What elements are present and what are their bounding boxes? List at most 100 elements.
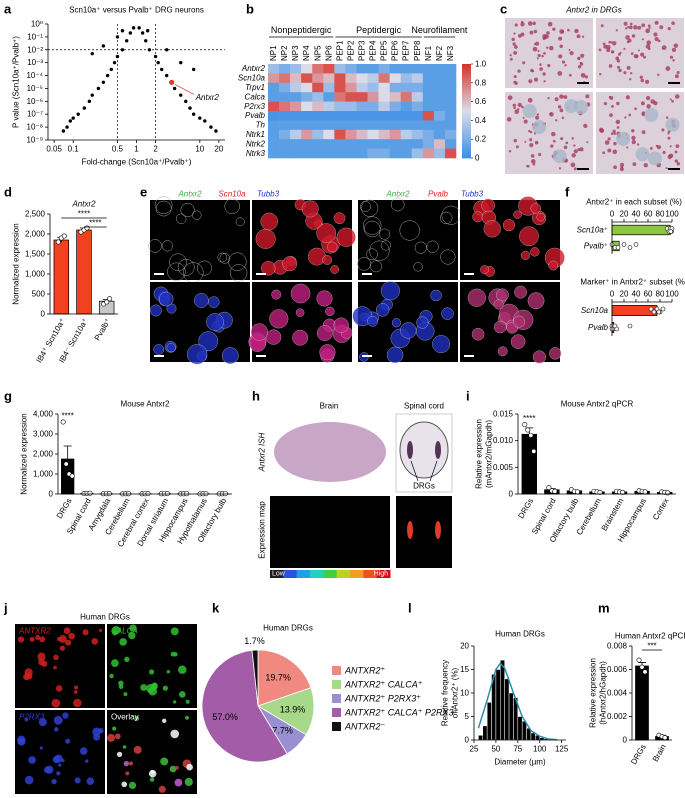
heatmap-cell [378,148,390,159]
image-cell [79,747,88,755]
image-cell [529,130,533,134]
y-axis-label: of Antxr2⁺ (%) [451,667,460,718]
heatmap-cell [356,101,368,112]
legend-swatch [332,708,341,717]
image-cell [174,778,183,787]
heatmap-cell [301,148,313,159]
image-cell [282,256,298,272]
heatmap-cell [334,82,346,93]
y-axis-label: P value (Scn10a⁺/Pvalb⁺) [12,36,21,128]
heatmap-cell [290,120,302,131]
heatmap-cell [378,111,390,121]
y-tick-label: 0.008 [607,642,628,651]
y-tick-label: 0 [623,736,628,745]
image-cell [640,78,644,83]
image-cell [674,74,679,79]
image-cell [121,781,128,788]
image-cell [657,73,660,76]
image-cell [364,220,381,238]
heatmap-cell [268,92,280,102]
slice-label: 1.7% [244,636,265,646]
heatmap-cell [290,101,302,112]
heatmap-cell [444,92,457,102]
image-cell [41,660,48,667]
data-point [525,427,531,433]
image-cell [517,69,521,73]
image-cell [118,684,124,690]
x-tick-label: 100 [533,745,547,754]
image-cell [600,24,604,28]
heatmap-cell [279,129,291,140]
y-tick-label: 10⁻² [27,45,43,54]
heatmap-cell [301,101,313,112]
colorbar-step [462,73,471,77]
colorbar-step [462,125,471,128]
y-tick-label: 10⁻¹ [27,32,43,41]
heatmap-cell [312,148,324,159]
image-cell [386,346,404,364]
image-cell [532,162,536,166]
image-cell [641,130,646,134]
image-cell [150,770,155,774]
column-label: NP4 [302,45,311,61]
image-cell [295,308,305,317]
heatmap-cell [323,139,335,149]
image-cell [119,638,127,646]
image-cell [440,249,456,265]
point [101,80,106,84]
image-cell [55,685,63,692]
row-label: Antxr2 ISH [258,432,267,472]
image-cell [667,132,670,135]
chart-title: Mouse Antxr2 [121,400,170,409]
image-cell [532,120,547,135]
data-point [597,489,603,495]
image-cell [63,627,71,635]
y-axis-label: Relative expression [589,658,598,728]
image-cell [178,691,186,698]
image-cell [538,152,542,157]
point [165,73,169,78]
point [179,60,183,65]
row-label: P2rx3 [244,102,265,111]
image-cell [467,288,486,307]
heatmap-cell [433,111,446,121]
image-cell [561,116,565,120]
x-tick-label: DRGs [516,497,535,520]
image-cell [532,46,538,52]
image-cell [523,119,528,124]
histogram-bar [486,702,492,741]
image-cell [301,200,319,218]
y-tick-label: 1,500 [25,250,46,259]
image-cell [580,72,586,78]
heatmap-cell [367,120,379,131]
heatmap-cell [301,120,313,131]
image-cell [571,137,574,140]
data-point [61,233,67,239]
image-cell [528,79,533,84]
data-point [531,448,537,454]
column-label: NP2 [280,45,289,61]
heatmap-cell [290,148,302,159]
heatmap-cell [334,120,346,131]
colorbar-label: 0.2 [475,135,487,144]
image-cell [379,228,391,240]
image-cell [154,196,173,214]
image-cell [657,39,661,43]
image-cell [563,95,568,100]
image-cell [563,145,568,150]
image-cell [514,45,518,49]
heatmap-cell [356,129,368,140]
y-tick-label: 0 [465,736,470,745]
colorbar-step [462,113,471,117]
point [137,26,141,30]
colorbar-step [323,570,338,578]
y-tick-label: 0.015 [493,410,514,419]
annotation: Antxr2 [195,93,220,102]
colorbar-step [283,570,298,578]
image-cell [599,72,602,76]
image-cell [260,212,278,231]
image-cell [645,95,651,101]
point [153,54,158,59]
image-cell [192,210,202,220]
colorbar-step [462,143,471,147]
